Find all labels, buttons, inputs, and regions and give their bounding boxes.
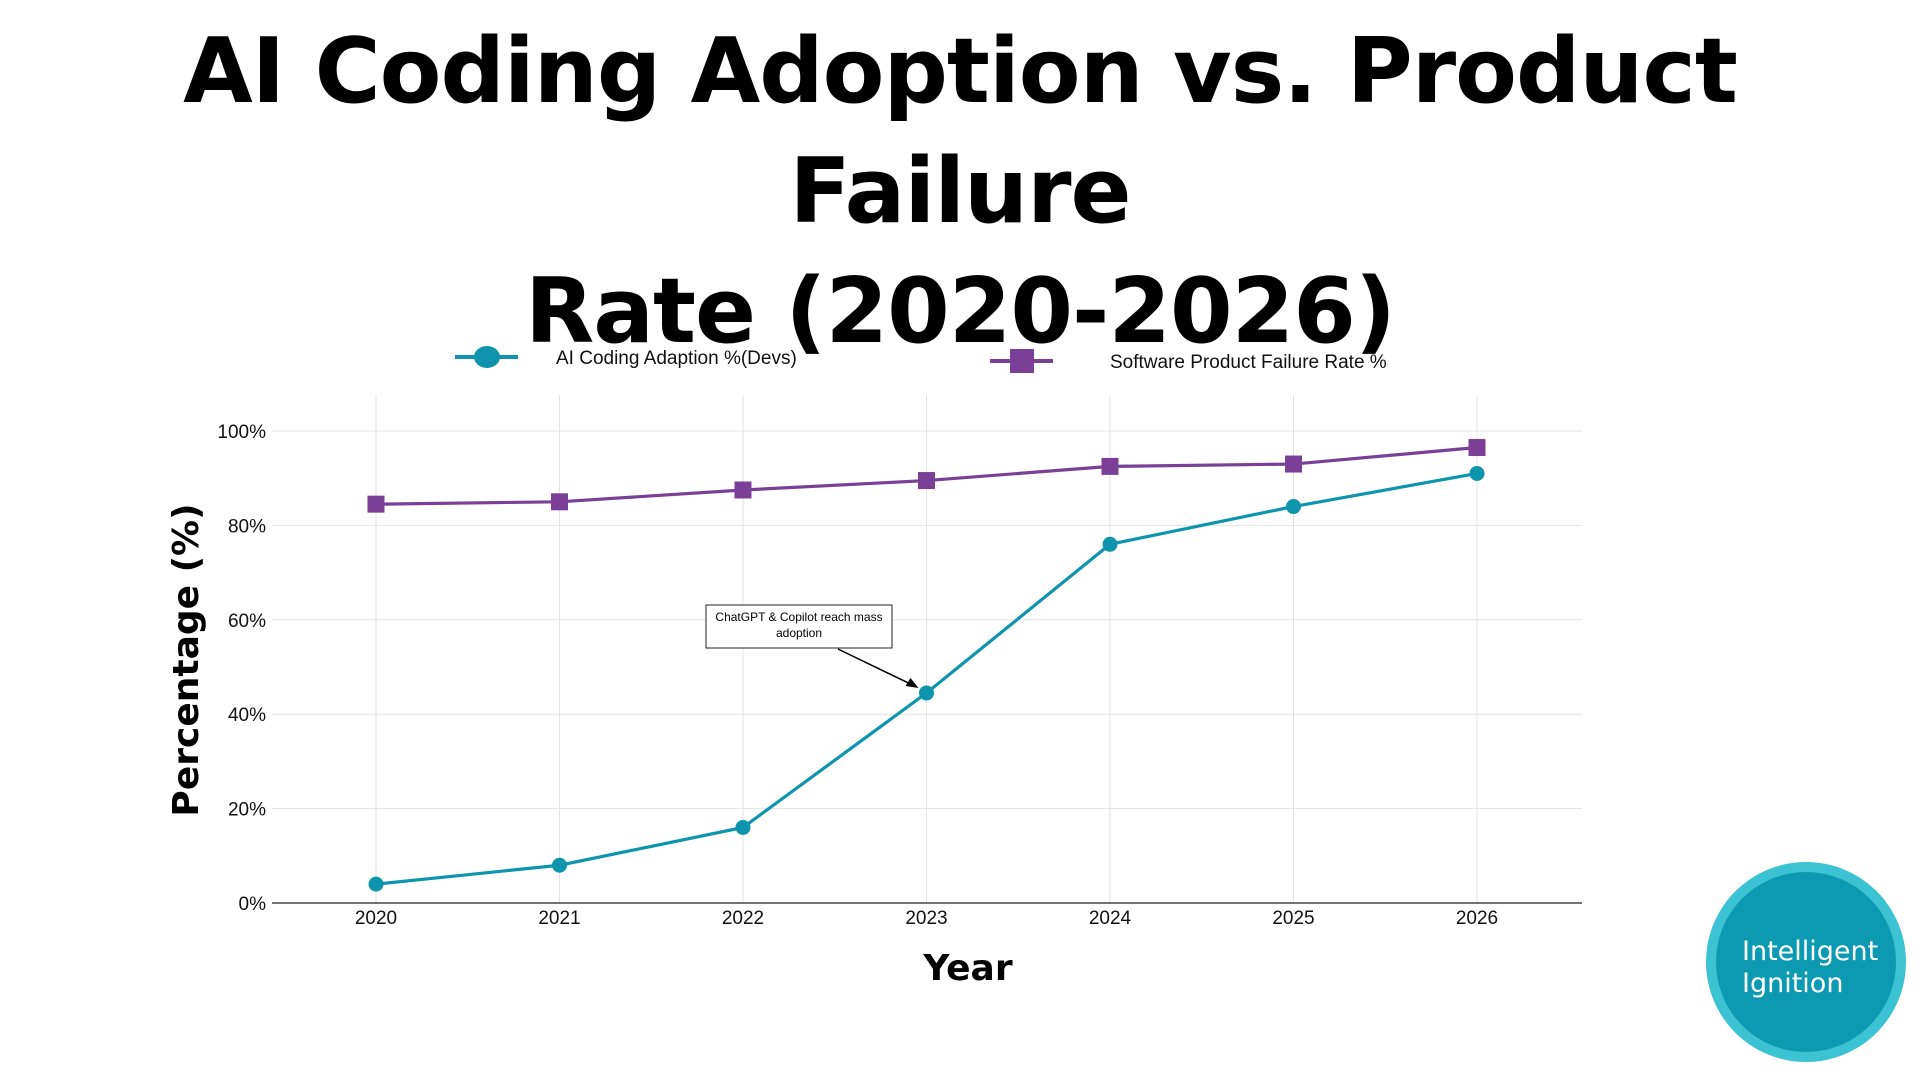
y-tick-label: 40% [228, 705, 266, 726]
annotation-arrow-line [837, 648, 915, 687]
legend-marker-circle [474, 346, 500, 368]
chart-title: AI Coding Adoption vs. Product Failure R… [0, 12, 1920, 372]
legend-marker-square [1010, 349, 1034, 373]
legend-label-2: Software Product Failure Rate % [1110, 352, 1387, 373]
data-point-circle [735, 819, 751, 835]
legend-label-1: AI Coding Adaption %(Devs) [556, 348, 797, 369]
data-point-square [734, 481, 752, 499]
data-point-square [551, 493, 568, 511]
y-tick-label: 60% [228, 611, 266, 632]
x-tick-label: 2026 [1456, 908, 1498, 929]
y-tick-label: 80% [228, 516, 266, 537]
series-group [367, 439, 1486, 892]
data-point-circle [368, 876, 384, 892]
y-tick-label: 0% [239, 894, 267, 915]
logo-text: Intelligent Ignition [1742, 936, 1892, 1000]
x-tick-label: 2020 [355, 908, 397, 929]
chart-title-line-1: AI Coding Adoption vs. Product Failure [183, 19, 1738, 244]
intelligent-ignition-logo: Intelligent Ignition [1706, 862, 1906, 1062]
data-point-square [918, 472, 935, 490]
annotation: ChatGPT & Copilot reach mass adoption [705, 604, 919, 688]
data-point-circle [1102, 536, 1118, 552]
x-axis-ticks: 2020 2021 2022 2023 2024 2025 2026 [355, 908, 1498, 929]
x-tick-label: 2021 [538, 908, 580, 929]
y-axis-ticks: 0% 20% 40% 60% 80% 100% [217, 422, 266, 915]
data-point-circle [1286, 499, 1301, 515]
data-point-square [1285, 455, 1302, 473]
annotation-arrow-head [905, 677, 919, 688]
data-point-square [1468, 439, 1486, 457]
data-point-circle [552, 857, 567, 873]
grid-lines [272, 395, 1582, 904]
y-tick-label: 20% [228, 800, 266, 821]
annotation-box [705, 604, 893, 649]
logo-line-2: Ignition [1742, 968, 1844, 999]
y-tick-label: 100% [217, 422, 266, 443]
y-axis-title: Percentage (%) [166, 503, 207, 816]
x-tick-label: 2022 [722, 908, 764, 929]
data-point-circle [919, 685, 934, 701]
x-tick-label: 2024 [1089, 908, 1132, 929]
logo-line-1: Intelligent [1742, 936, 1879, 967]
annotation-text-line-2: adoption [776, 626, 822, 640]
data-point-square [1101, 457, 1119, 475]
x-tick-label: 2025 [1272, 908, 1314, 929]
data-point-circle [1469, 465, 1485, 481]
x-tick-label: 2023 [905, 908, 947, 929]
legend: AI Coding Adaption %(Devs) Software Produ… [455, 346, 1387, 373]
annotation-text-line-1: ChatGPT & Copilot reach mass [715, 610, 882, 624]
logo-inner-circle: Intelligent Ignition [1716, 872, 1896, 1052]
data-point-square [367, 495, 385, 513]
x-axis-title: Year [922, 948, 1012, 989]
chart-title-line-2: Rate (2020-2026) [524, 259, 1396, 364]
